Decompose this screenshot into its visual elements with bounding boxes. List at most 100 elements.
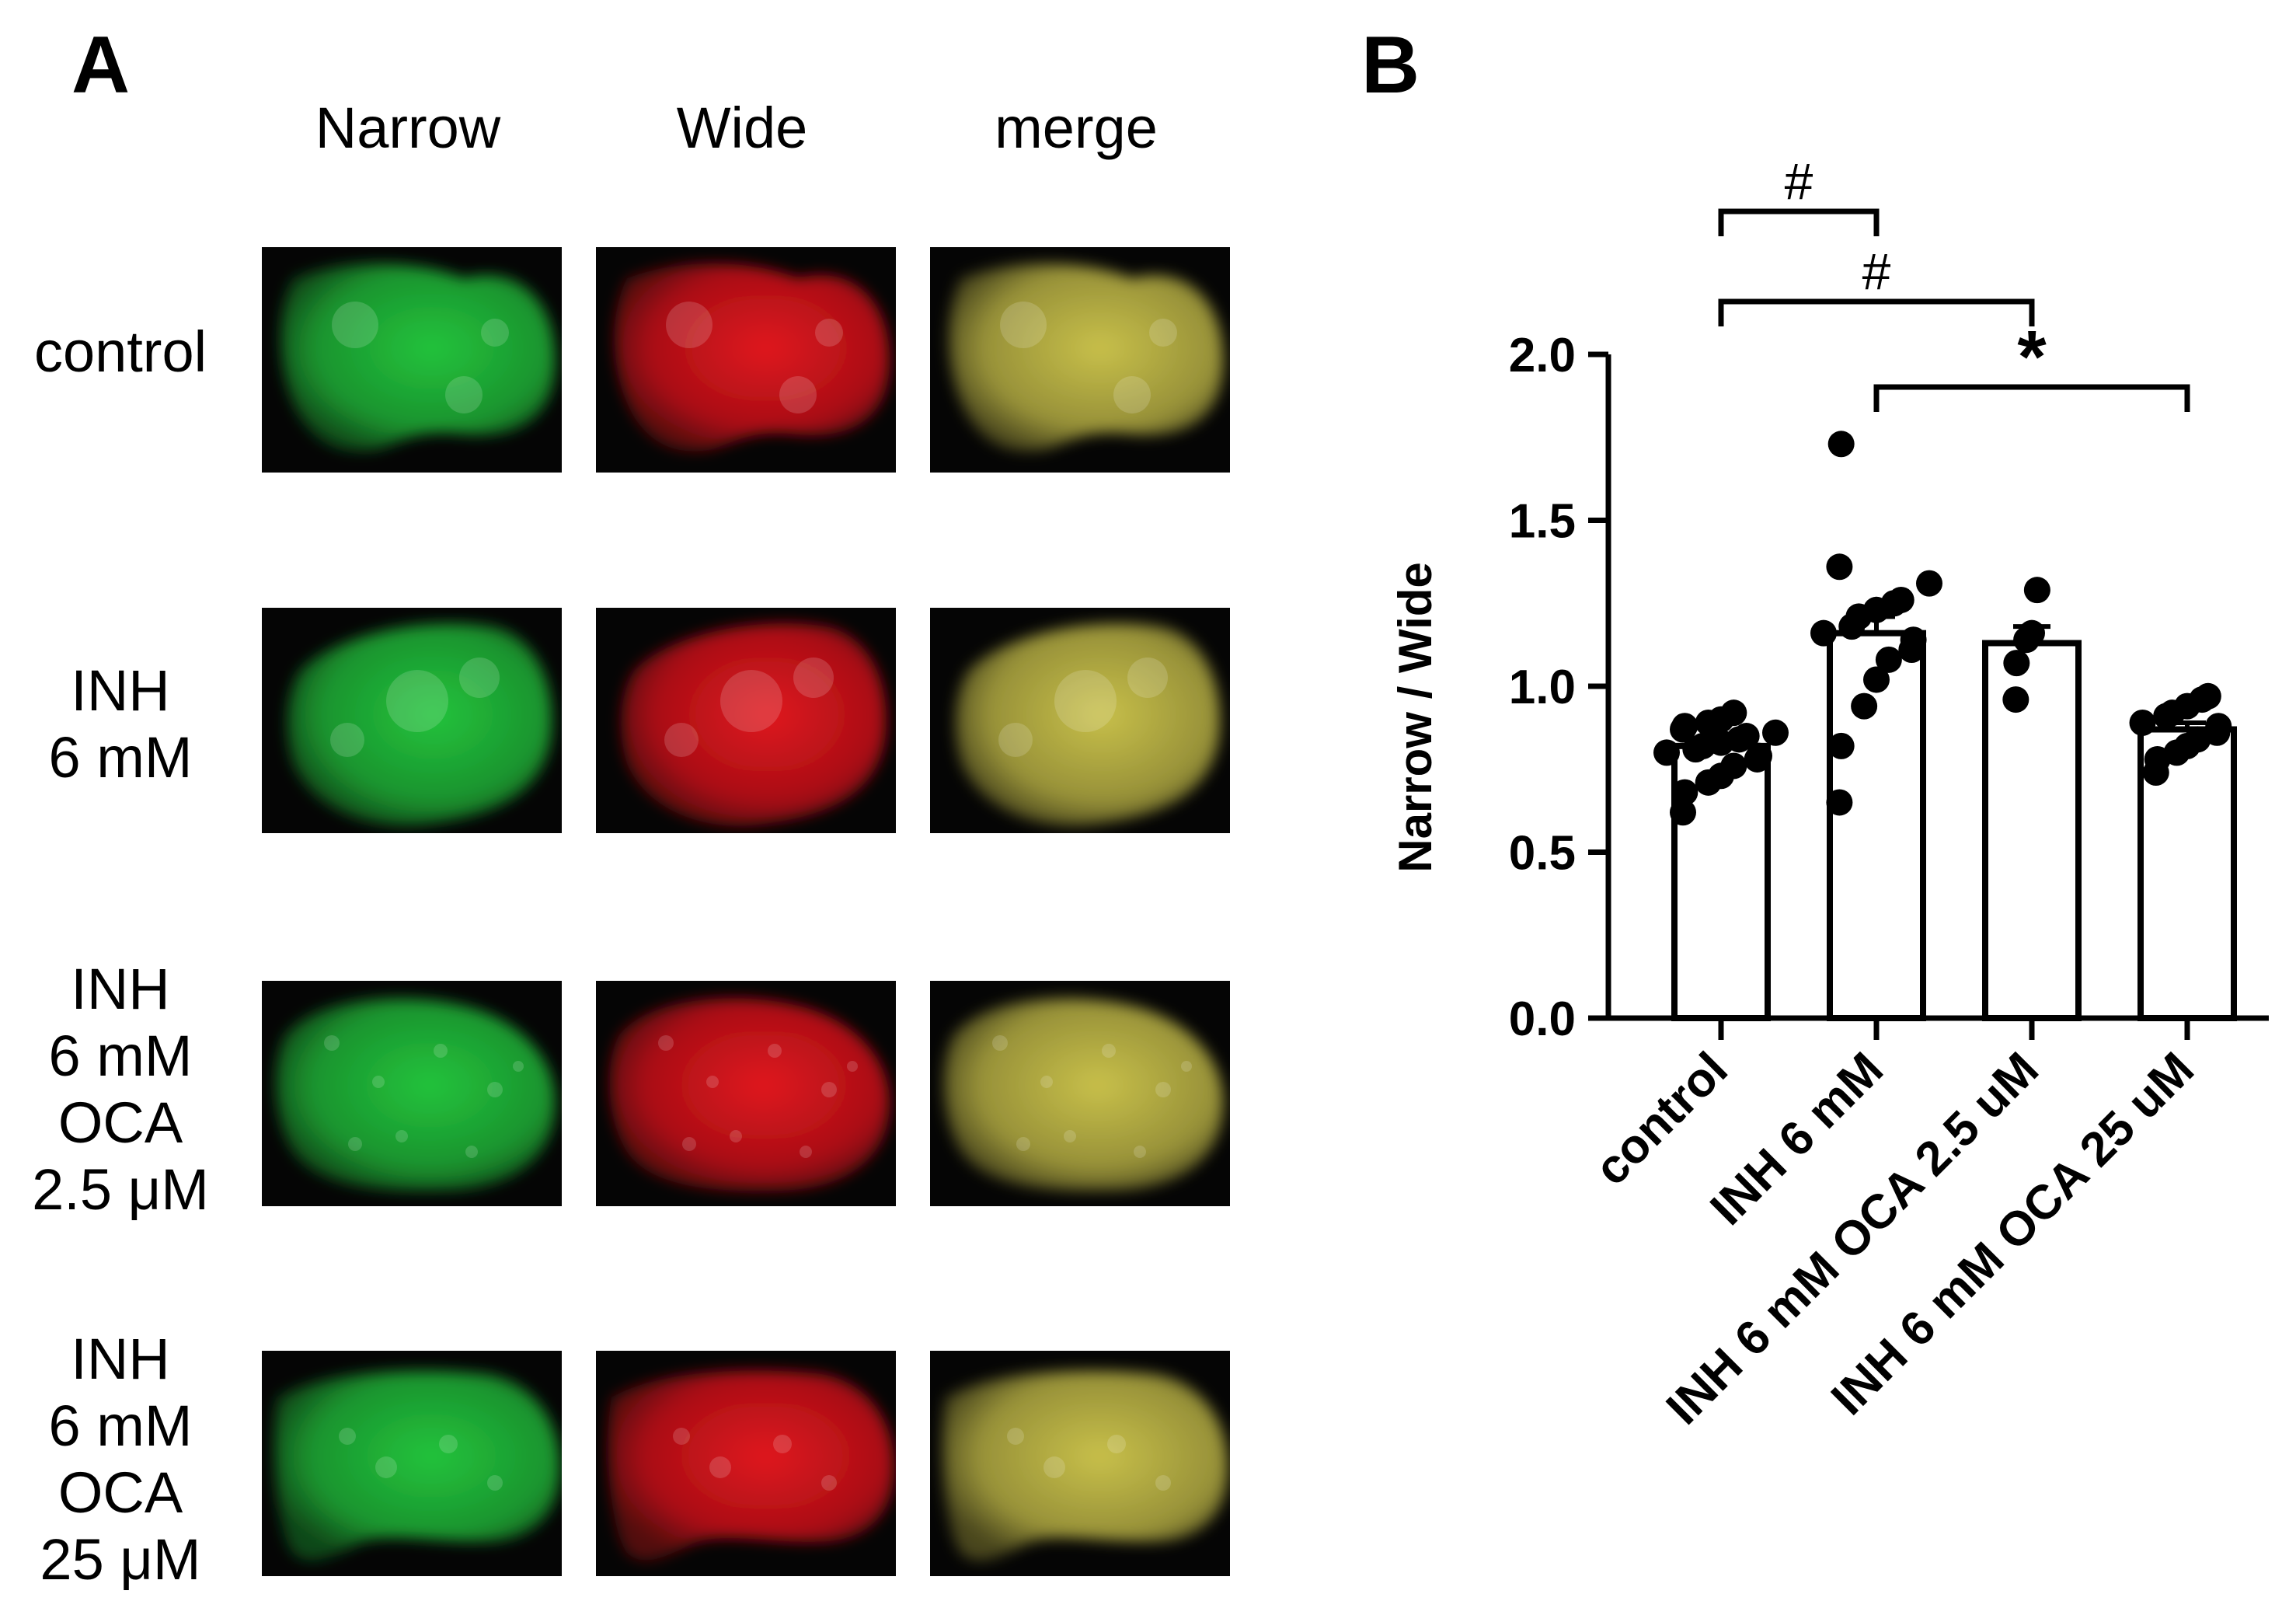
- fluorescence-speck: [1181, 1061, 1192, 1072]
- row-label-line: INH: [71, 658, 170, 723]
- y-tick-label: 1.0: [1509, 661, 1576, 714]
- fluorescence-speck: [439, 1435, 458, 1453]
- fluorescence-speck: [1134, 1146, 1146, 1158]
- fluorescence-speck: [348, 1137, 362, 1151]
- row-label-line: 6 mM: [48, 1394, 193, 1458]
- liver-tissue-section: [287, 623, 552, 826]
- liver-tissue-section: [955, 623, 1221, 826]
- liver-tissue-section: [280, 263, 556, 452]
- fluorescence-speck: [465, 1146, 478, 1158]
- liver-tissue-section: [275, 998, 556, 1191]
- fluorescence-speck: [1000, 302, 1047, 348]
- fluorescence-speck: [709, 1456, 731, 1478]
- row-label-inh: INH 6 mM: [0, 658, 241, 791]
- fluorescence-speck: [998, 723, 1033, 757]
- data-point: [1826, 553, 1853, 581]
- data-point: [2205, 713, 2232, 740]
- fluorescence-speck: [324, 1035, 340, 1051]
- significance-marker: *: [2017, 316, 2047, 399]
- fluorescence-speck: [664, 723, 699, 757]
- fluorescence-speck: [1155, 1082, 1171, 1097]
- micrograph-1-wide: [596, 608, 896, 833]
- fluorescence-speck: [779, 376, 817, 413]
- micrograph-0-wide: [596, 247, 896, 473]
- liver-tissue-section: [614, 263, 890, 452]
- micrograph-2-merge: [930, 981, 1230, 1206]
- micrograph-0-narrow: [262, 247, 562, 473]
- fluorescence-speck: [375, 1456, 397, 1478]
- fluorescence-speck: [1064, 1130, 1076, 1142]
- data-point: [2129, 709, 2156, 736]
- row-label-line: control: [33, 319, 207, 384]
- fluorescence-speck: [1016, 1137, 1030, 1151]
- data-point: [1810, 619, 1837, 647]
- fluorescence-speck: [1149, 319, 1177, 347]
- data-point: [2002, 686, 2029, 713]
- fluorescence-speck: [658, 1035, 674, 1051]
- significance-bracket: [1718, 298, 2035, 326]
- row-label-line: OCA: [57, 1460, 183, 1525]
- fluorescence-speck: [395, 1130, 408, 1142]
- fluorescence-speck: [1155, 1475, 1171, 1491]
- panel-a-label: A: [71, 20, 131, 110]
- data-point: [1671, 779, 1698, 806]
- row-label-line: 6 mM: [48, 1024, 193, 1088]
- row-label-inh-oca-low: INH 6 mM OCA 2.5 μM: [0, 956, 241, 1223]
- micrograph-1-merge: [930, 608, 1230, 833]
- liver-tissue-section: [609, 998, 890, 1191]
- fluorescence-speck: [434, 1044, 448, 1058]
- fluorescence-speck: [992, 1035, 1008, 1051]
- fluorescence-speck: [1054, 670, 1117, 732]
- fluorescence-speck: [773, 1435, 792, 1453]
- fluorescence-speck: [821, 1475, 837, 1491]
- data-point: [1671, 713, 1698, 740]
- data-point: [1653, 739, 1680, 766]
- column-header-narrow: Narrow: [315, 96, 501, 160]
- liver-tissue-section: [948, 263, 1225, 452]
- micrograph-1-narrow: [262, 608, 562, 833]
- fluorescence-speck: [1007, 1428, 1024, 1445]
- fluorescence-speck: [1113, 376, 1151, 413]
- fluorescence-speck: [1040, 1076, 1053, 1088]
- fluorescence-speck: [821, 1082, 837, 1097]
- significance-marker: #: [1862, 242, 1891, 300]
- y-tick-label: 1.5: [1509, 495, 1576, 549]
- data-point: [1762, 719, 1789, 746]
- liver-tissue-section: [943, 998, 1225, 1191]
- row-label-line: INH: [71, 1327, 170, 1391]
- y-tick-label: 0.0: [1509, 992, 1576, 1046]
- fluorescence-speck: [1102, 1044, 1116, 1058]
- fluorescence-speck: [720, 670, 782, 732]
- fluorescence-speck: [1127, 658, 1168, 698]
- data-point: [1746, 742, 1772, 769]
- data-point: [1720, 752, 1747, 780]
- fluorescence-speck: [793, 658, 834, 698]
- column-header-merge: merge: [995, 96, 1158, 160]
- data-point: [1851, 692, 1878, 720]
- fluorescence-speck: [730, 1130, 742, 1142]
- panel-b-label: B: [1361, 20, 1420, 110]
- fluorescence-speck: [372, 1076, 385, 1088]
- data-point: [1863, 666, 1890, 693]
- fluorescence-speck: [487, 1475, 503, 1491]
- significance-bracket: [1873, 384, 2190, 412]
- data-point: [2019, 619, 2045, 647]
- row-label-line: 2.5 μM: [32, 1157, 209, 1222]
- fluorescence-speck: [487, 1082, 503, 1097]
- fluorescence-speck: [386, 670, 448, 732]
- data-point: [1826, 789, 1853, 816]
- fluorescence-speck: [1043, 1456, 1065, 1478]
- data-point: [1916, 570, 1942, 597]
- bar-2: [1982, 640, 2082, 1021]
- data-point: [1720, 699, 1747, 727]
- fluorescence-speck: [666, 302, 712, 348]
- column-header-wide: Wide: [676, 96, 808, 160]
- fluorescence-speck: [330, 723, 364, 757]
- micrograph-2-narrow: [262, 981, 562, 1206]
- fluorescence-speck: [800, 1146, 812, 1158]
- fluorescence-speck: [673, 1428, 690, 1445]
- data-point: [1827, 431, 1855, 458]
- fluorescence-speck: [445, 376, 483, 413]
- micrograph-3-wide: [596, 1351, 896, 1576]
